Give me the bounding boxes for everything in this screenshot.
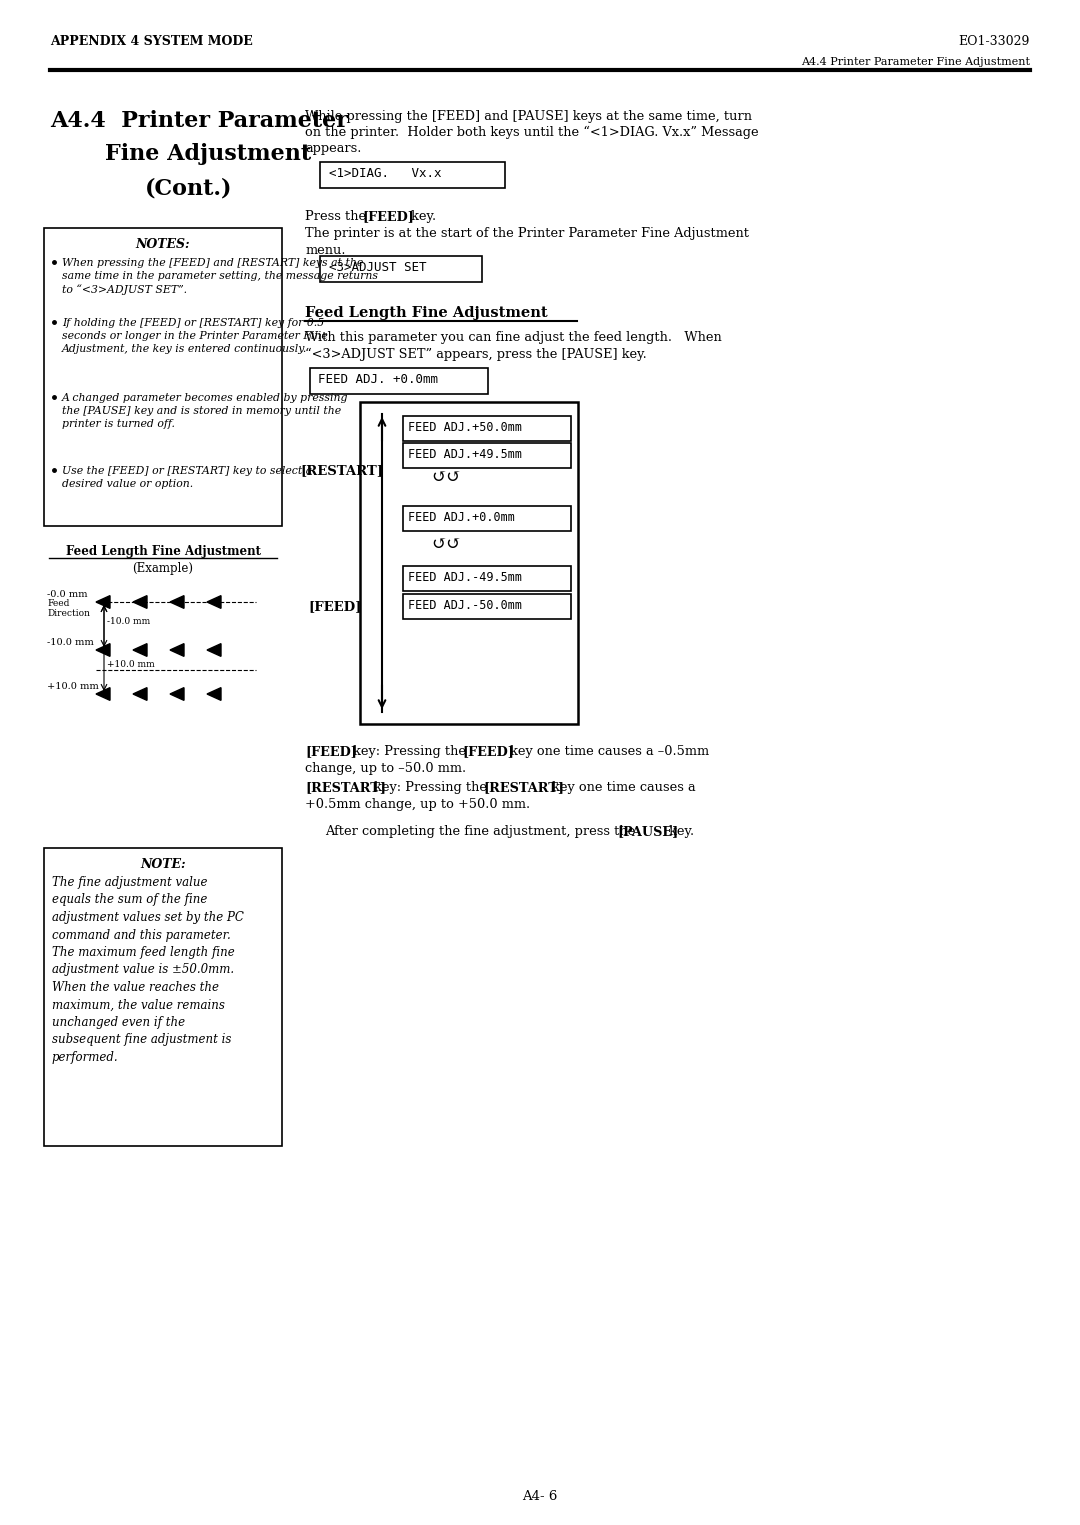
Text: Press the: Press the bbox=[305, 210, 370, 223]
Text: (Example): (Example) bbox=[133, 563, 193, 575]
Bar bbox=[403, 416, 571, 441]
Text: FEED ADJ.-50.0mm: FEED ADJ.-50.0mm bbox=[408, 599, 522, 612]
Text: When pressing the [FEED] and [RESTART] keys at the
same time in the parameter se: When pressing the [FEED] and [RESTART] k… bbox=[62, 258, 378, 294]
Text: [FEED]: [FEED] bbox=[308, 599, 362, 613]
Text: +0.5mm change, up to +50.0 mm.: +0.5mm change, up to +50.0 mm. bbox=[305, 798, 530, 811]
Text: +10.0 mm: +10.0 mm bbox=[107, 660, 154, 669]
Bar bbox=[403, 566, 571, 592]
Polygon shape bbox=[133, 596, 147, 608]
Text: A4.4  Printer Parameter: A4.4 Printer Parameter bbox=[50, 110, 348, 133]
Text: -10.0 mm: -10.0 mm bbox=[48, 637, 94, 647]
Text: [FEED]: [FEED] bbox=[305, 746, 356, 758]
Text: If holding the [FEED] or [RESTART] key for 0.5
seconds or longer in the Printer : If holding the [FEED] or [RESTART] key f… bbox=[62, 319, 327, 354]
Text: <1>DIAG.   Vx.x: <1>DIAG. Vx.x bbox=[329, 168, 442, 180]
Text: [RESTART]: [RESTART] bbox=[300, 464, 383, 477]
Text: Feed Length Fine Adjustment: Feed Length Fine Adjustment bbox=[66, 544, 260, 558]
Text: The fine adjustment value
equals the sum of the fine
adjustment values set by th: The fine adjustment value equals the sum… bbox=[52, 875, 244, 1064]
Polygon shape bbox=[133, 688, 147, 700]
Text: Feed Length Fine Adjustment: Feed Length Fine Adjustment bbox=[305, 307, 548, 320]
Text: appears.: appears. bbox=[305, 142, 362, 156]
Text: on the printer.  Holder both keys until the “<1>DIAG. Vx.x” Message: on the printer. Holder both keys until t… bbox=[305, 127, 758, 139]
Text: (Cont.): (Cont.) bbox=[145, 177, 232, 198]
Text: A4.4 Printer Parameter Fine Adjustment: A4.4 Printer Parameter Fine Adjustment bbox=[801, 56, 1030, 67]
Polygon shape bbox=[96, 596, 110, 608]
Text: FEED ADJ. +0.0mm: FEED ADJ. +0.0mm bbox=[318, 374, 438, 386]
Polygon shape bbox=[170, 644, 184, 656]
Text: ↺↺: ↺↺ bbox=[431, 468, 461, 486]
Text: [RESTART]: [RESTART] bbox=[483, 781, 564, 795]
Text: -0.0 mm: -0.0 mm bbox=[48, 590, 87, 599]
Bar bbox=[403, 506, 571, 531]
Text: The printer is at the start of the Printer Parameter Fine Adjustment: The printer is at the start of the Print… bbox=[305, 227, 750, 239]
Text: “<3>ADJUST SET” appears, press the [PAUSE] key.: “<3>ADJUST SET” appears, press the [PAUS… bbox=[305, 348, 647, 361]
Text: [FEED]: [FEED] bbox=[362, 210, 414, 223]
Bar bbox=[44, 848, 282, 1145]
Text: FEED ADJ.-49.5mm: FEED ADJ.-49.5mm bbox=[408, 570, 522, 584]
Text: APPENDIX 4 SYSTEM MODE: APPENDIX 4 SYSTEM MODE bbox=[50, 35, 253, 47]
Polygon shape bbox=[207, 596, 221, 608]
Bar bbox=[310, 368, 488, 393]
Polygon shape bbox=[207, 644, 221, 656]
Polygon shape bbox=[207, 688, 221, 700]
Polygon shape bbox=[170, 688, 184, 700]
Bar bbox=[320, 162, 505, 188]
Polygon shape bbox=[96, 644, 110, 656]
Text: -10.0 mm: -10.0 mm bbox=[107, 618, 150, 625]
Bar bbox=[320, 256, 482, 282]
Text: FEED ADJ.+50.0mm: FEED ADJ.+50.0mm bbox=[408, 421, 522, 435]
Polygon shape bbox=[96, 688, 110, 700]
Text: key one time causes a: key one time causes a bbox=[548, 781, 696, 795]
Bar bbox=[44, 229, 282, 526]
Text: A4- 6: A4- 6 bbox=[523, 1490, 557, 1504]
Text: With this parameter you can fine adjust the feed length.   When: With this parameter you can fine adjust … bbox=[305, 331, 721, 345]
Text: After completing the fine adjustment, press the: After completing the fine adjustment, pr… bbox=[325, 825, 639, 839]
Text: key.: key. bbox=[407, 210, 436, 223]
Text: NOTES:: NOTES: bbox=[136, 238, 190, 252]
Text: menu.: menu. bbox=[305, 244, 346, 258]
Text: key: Pressing the: key: Pressing the bbox=[370, 781, 491, 795]
Text: A changed parameter becomes enabled by pressing
the [PAUSE] key and is stored in: A changed parameter becomes enabled by p… bbox=[62, 393, 349, 429]
Text: <3>ADJUST SET: <3>ADJUST SET bbox=[329, 261, 427, 274]
Text: +10.0 mm: +10.0 mm bbox=[48, 682, 98, 691]
Text: FEED ADJ.+49.5mm: FEED ADJ.+49.5mm bbox=[408, 448, 522, 461]
Text: EO1-33029: EO1-33029 bbox=[959, 35, 1030, 47]
Text: Feed
Direction: Feed Direction bbox=[48, 599, 90, 619]
Polygon shape bbox=[170, 596, 184, 608]
Text: While pressing the [FEED] and [PAUSE] keys at the same time, turn: While pressing the [FEED] and [PAUSE] ke… bbox=[305, 110, 752, 124]
Polygon shape bbox=[133, 644, 147, 656]
Text: key one time causes a –0.5mm: key one time causes a –0.5mm bbox=[507, 746, 710, 758]
Bar bbox=[360, 403, 578, 724]
Text: [PAUSE]: [PAUSE] bbox=[617, 825, 678, 839]
Text: Fine Adjustment: Fine Adjustment bbox=[105, 143, 311, 165]
Text: [RESTART]: [RESTART] bbox=[305, 781, 386, 795]
Text: change, up to –50.0 mm.: change, up to –50.0 mm. bbox=[305, 762, 467, 775]
Text: NOTE:: NOTE: bbox=[140, 859, 186, 871]
Text: FEED ADJ.+0.0mm: FEED ADJ.+0.0mm bbox=[408, 511, 515, 525]
Text: Use the [FEED] or [RESTART] key to select a
desired value or option.: Use the [FEED] or [RESTART] key to selec… bbox=[62, 467, 312, 490]
Bar bbox=[403, 442, 571, 468]
Text: ↺↺: ↺↺ bbox=[431, 535, 461, 554]
Text: key: Pressing the: key: Pressing the bbox=[349, 746, 470, 758]
Text: key.: key. bbox=[665, 825, 694, 839]
Bar bbox=[403, 595, 571, 619]
Text: [FEED]: [FEED] bbox=[462, 746, 514, 758]
